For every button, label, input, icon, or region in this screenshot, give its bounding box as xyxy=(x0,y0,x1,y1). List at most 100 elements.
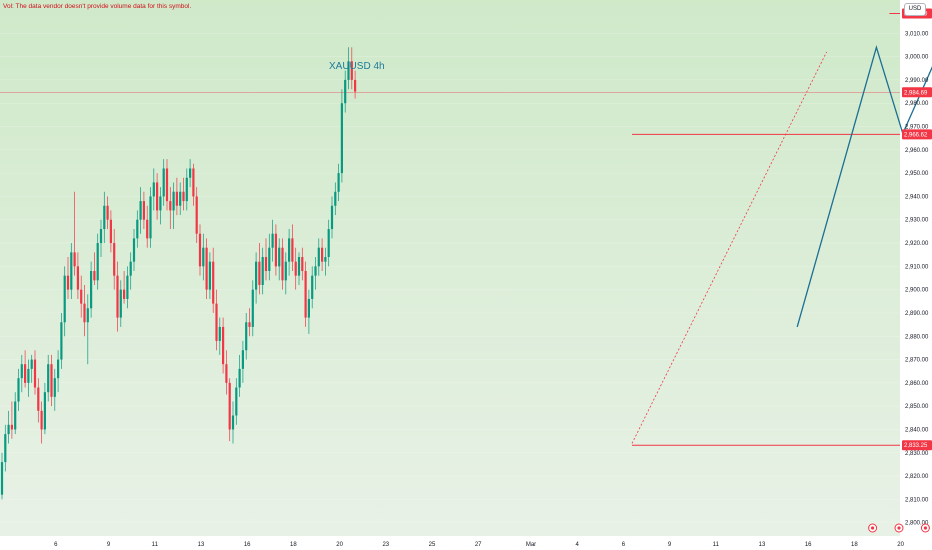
candle-body xyxy=(116,275,119,318)
candle-up xyxy=(317,238,320,276)
time-tick-label: Mar xyxy=(526,542,536,548)
price-tag-bg xyxy=(902,129,932,140)
candle-body xyxy=(119,289,122,318)
price-tag-label: 2,833.25 xyxy=(904,443,928,449)
candle-body xyxy=(10,424,13,430)
candle-body xyxy=(198,233,202,267)
candle-down xyxy=(301,247,304,281)
candle-up xyxy=(126,266,129,309)
candle-up xyxy=(208,252,211,299)
price-tick-label: 2,850.00 xyxy=(905,404,929,410)
candle-body xyxy=(340,103,343,174)
candle-down xyxy=(50,354,53,407)
price-tag-bg xyxy=(902,87,932,98)
currency-button[interactable]: USD xyxy=(904,3,926,16)
candle-body xyxy=(106,205,109,220)
candle-up xyxy=(334,182,337,216)
time-tick-label: 9 xyxy=(668,542,672,548)
candle-up xyxy=(288,229,291,276)
price-tick-label: 2,810.00 xyxy=(905,497,929,503)
candle-body xyxy=(321,247,324,262)
candle-down xyxy=(106,196,109,230)
candle-down xyxy=(281,238,284,290)
candle-up xyxy=(324,247,327,276)
candle-body xyxy=(241,350,244,369)
price-tick-label: 2,840.00 xyxy=(905,427,929,433)
candle-up xyxy=(241,340,244,383)
candle-up xyxy=(278,238,281,281)
candle-body xyxy=(90,271,93,309)
time-tick-label: 11 xyxy=(713,542,720,548)
candle-down xyxy=(228,378,231,442)
candle-body xyxy=(261,257,264,285)
volume-warning: Vol: The data vendor doesn't provide vol… xyxy=(3,3,192,10)
event-icon-dot xyxy=(871,526,875,530)
candle-up xyxy=(119,280,122,327)
event-icon xyxy=(894,523,904,533)
candle-body xyxy=(4,434,7,463)
symbol-title: XAUUSD 4h xyxy=(329,61,385,72)
candle-down xyxy=(205,238,208,299)
candle-body xyxy=(301,257,304,271)
candle-body xyxy=(103,205,106,230)
candle-body xyxy=(324,257,327,262)
candle-up xyxy=(149,187,152,248)
candle-body xyxy=(225,364,228,383)
candle-up xyxy=(251,280,254,337)
candle-body xyxy=(228,382,231,430)
candle-down xyxy=(215,289,218,351)
candle-body xyxy=(297,257,301,276)
candle-up xyxy=(344,70,347,113)
candle-body xyxy=(274,233,277,267)
candle-up xyxy=(96,233,99,290)
candle-up xyxy=(218,317,221,355)
candle-down xyxy=(156,173,159,220)
candle-body xyxy=(354,79,357,92)
candle-down xyxy=(73,191,76,276)
candle-body xyxy=(47,364,50,393)
candle-down xyxy=(116,261,119,332)
candle-up xyxy=(314,257,317,290)
candle-body xyxy=(149,196,152,239)
candle-body xyxy=(182,191,185,202)
candle-body xyxy=(192,168,195,197)
candle-body xyxy=(212,261,215,304)
candle-up xyxy=(327,219,330,267)
price-tick-label: 2,830.00 xyxy=(905,451,929,457)
candle-up xyxy=(268,233,271,281)
candle-down xyxy=(350,47,353,90)
candle-body xyxy=(215,303,218,341)
candle-body xyxy=(96,243,99,281)
candle-up xyxy=(152,168,155,211)
candle-up xyxy=(340,89,343,183)
candle-up xyxy=(63,266,66,337)
candle-body xyxy=(327,229,330,258)
candle-body xyxy=(132,238,136,262)
candle-body xyxy=(281,247,284,281)
time-tick-label: 4 xyxy=(576,542,580,548)
candle-down xyxy=(76,252,79,299)
candle-body xyxy=(73,252,76,267)
candle-up xyxy=(162,159,165,206)
candle-down xyxy=(198,224,202,276)
candle-up xyxy=(307,289,310,334)
dotted-trendline xyxy=(631,51,827,444)
price-tick-label: 2,900.00 xyxy=(905,288,929,294)
candle-body xyxy=(205,247,208,290)
time-tick-label: 13 xyxy=(759,542,766,548)
time-tick-label: 16 xyxy=(805,542,812,548)
candle-body xyxy=(80,289,83,304)
candle-down xyxy=(165,159,169,211)
candle-body xyxy=(109,219,112,244)
candle-up xyxy=(30,354,33,383)
horizontal-levels xyxy=(0,12,900,446)
candle-body xyxy=(63,275,66,323)
candle-up xyxy=(159,187,162,225)
candle-body xyxy=(24,364,27,383)
time-tick-label: 9 xyxy=(107,542,111,548)
candle-down xyxy=(304,261,307,327)
candle-down xyxy=(182,177,185,211)
price-tick-label: 2,990.00 xyxy=(905,78,929,84)
